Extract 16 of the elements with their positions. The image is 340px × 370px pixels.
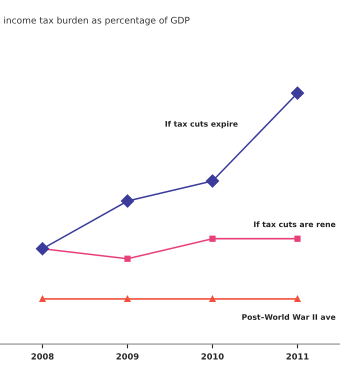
point xyxy=(36,242,50,256)
point xyxy=(209,236,216,242)
point xyxy=(206,174,220,188)
point xyxy=(124,296,131,302)
chart-title: income tax burden as percentage of GDP xyxy=(4,16,190,26)
point xyxy=(209,296,216,302)
x-tick-label: 2008 xyxy=(32,353,54,360)
x-tick-label: 2011 xyxy=(286,353,309,360)
point xyxy=(120,194,134,208)
x-tick-label: 2009 xyxy=(116,353,139,360)
point xyxy=(294,296,301,302)
point xyxy=(294,236,301,242)
point xyxy=(39,296,46,302)
point xyxy=(290,86,304,100)
point xyxy=(124,256,131,262)
x-tick-label: 2010 xyxy=(202,353,224,360)
